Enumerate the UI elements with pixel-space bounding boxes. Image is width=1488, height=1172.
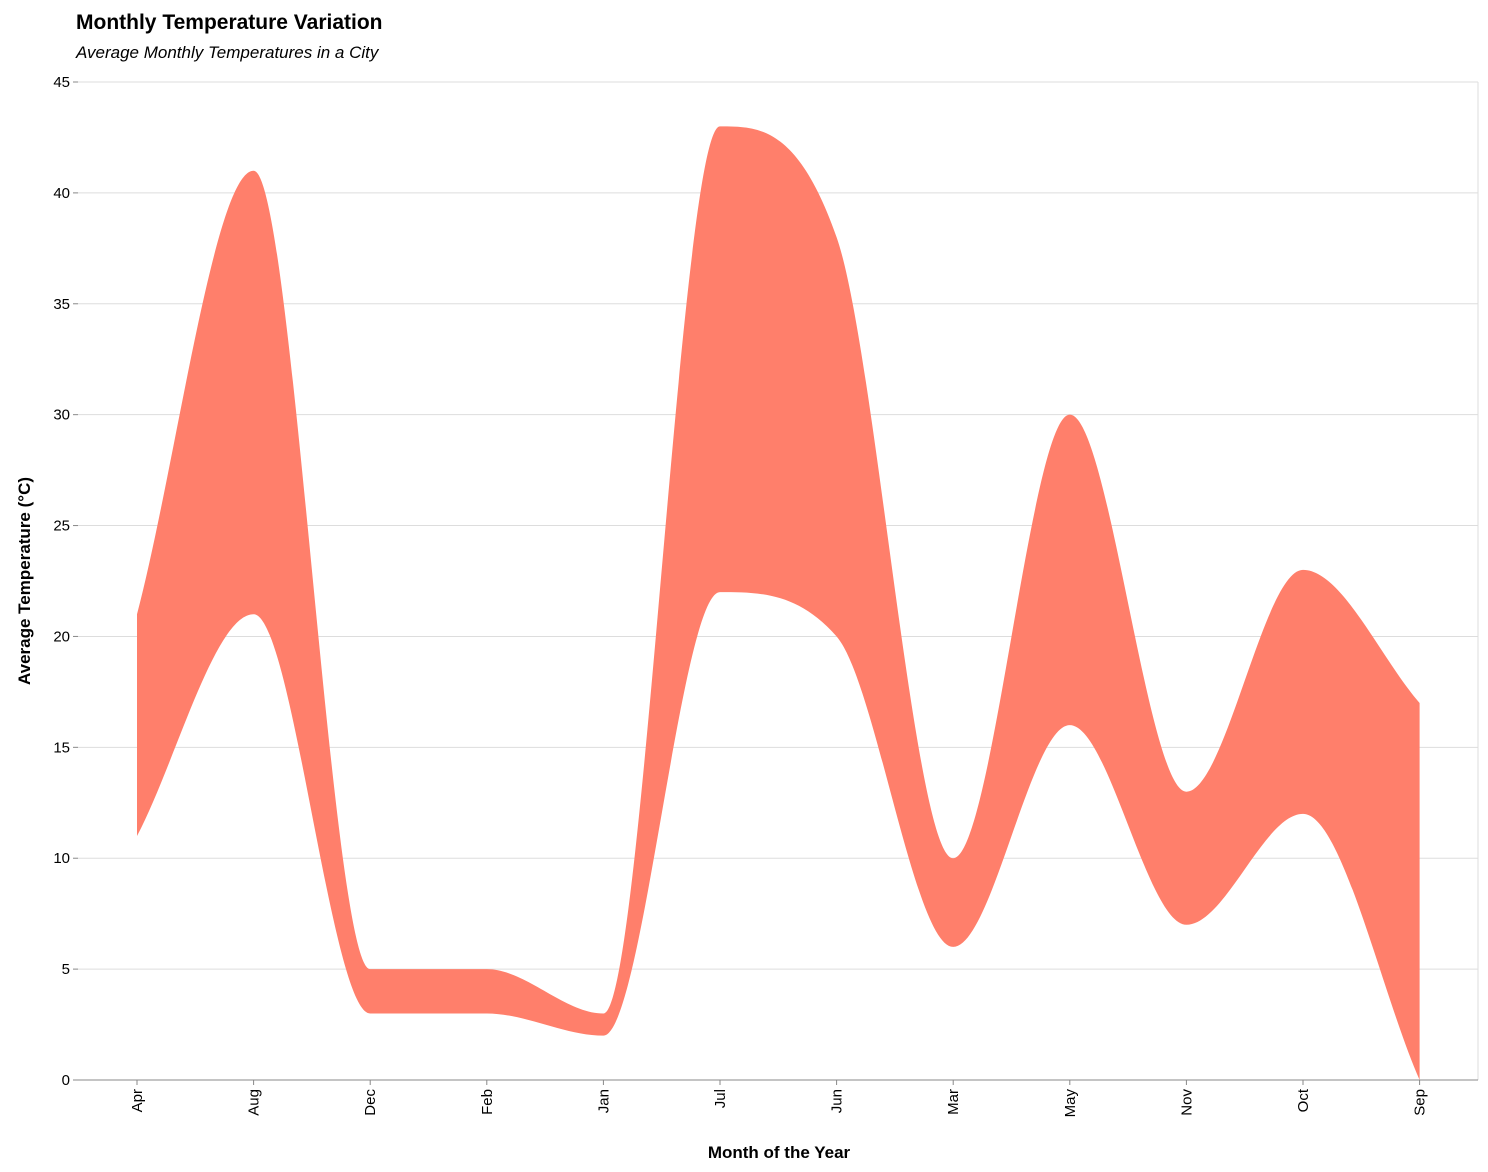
y-tick-label: 5 bbox=[62, 961, 70, 978]
x-tick-label: Mar bbox=[945, 1089, 962, 1115]
y-tick-label: 45 bbox=[53, 74, 70, 91]
x-tick-label: Sep bbox=[1412, 1089, 1429, 1116]
x-tick-label: May bbox=[1062, 1089, 1079, 1118]
x-axis-title: Month of the Year bbox=[708, 1143, 851, 1162]
x-tick-label: Jan bbox=[595, 1089, 612, 1113]
x-tick-label: Feb bbox=[479, 1089, 496, 1115]
area-series bbox=[137, 126, 1420, 1081]
y-tick-label: 15 bbox=[53, 739, 70, 756]
x-tick-label: Dec bbox=[362, 1089, 379, 1116]
y-tick-label: 20 bbox=[53, 628, 70, 645]
y-axis-title: Average Temperature (°C) bbox=[15, 477, 34, 685]
x-tick-label: Oct bbox=[1295, 1088, 1312, 1112]
temperature-area bbox=[137, 126, 1420, 1081]
y-tick-label: 35 bbox=[53, 296, 70, 313]
y-tick-label: 0 bbox=[62, 1072, 70, 1089]
y-tick-label: 30 bbox=[53, 407, 70, 424]
y-tick-label: 10 bbox=[53, 850, 70, 867]
axes: 0 5 10 15 20 25 30 35 40 45 Apr Aug Dec Feb Jan Jul Jun M… bbox=[53, 74, 1478, 1117]
x-tick-label: Jun bbox=[829, 1089, 846, 1113]
x-tick-label: Jul bbox=[712, 1089, 729, 1108]
x-tick-label: Apr bbox=[129, 1089, 146, 1112]
chart-subtitle: Average Monthly Temperatures in a City bbox=[75, 43, 380, 62]
y-tick-label: 40 bbox=[53, 185, 70, 202]
chart-title: Monthly Temperature Variation bbox=[76, 11, 383, 34]
x-tick-label: Nov bbox=[1178, 1089, 1195, 1116]
x-tick-label: Aug bbox=[246, 1089, 263, 1116]
y-tick-label: 25 bbox=[53, 518, 70, 535]
